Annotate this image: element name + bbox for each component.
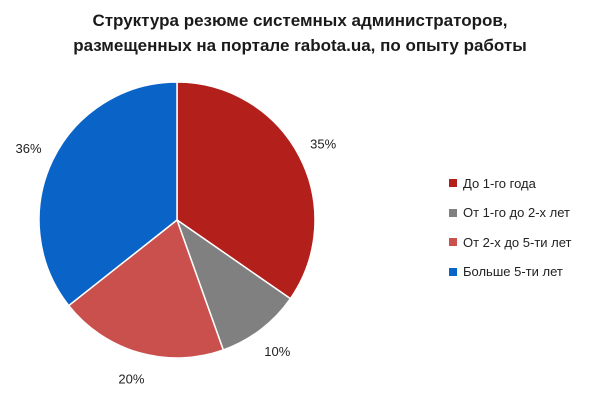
slice-label-3: 36% <box>15 141 41 156</box>
pie-slice-3 <box>38 81 178 307</box>
legend-swatch-2 <box>449 238 457 246</box>
legend-swatch-1 <box>449 208 457 217</box>
legend-label-2: От 2-х до 5-ти лет <box>463 234 572 250</box>
slice-label-1: 10% <box>264 344 290 359</box>
legend-item-2: От 2-х до 5-ти лет <box>449 234 572 250</box>
legend: До 1-го года От 1-го до 2-х лет От 2-х д… <box>449 176 572 294</box>
chart-title-line-1: Структура резюме системных администратор… <box>92 11 508 30</box>
legend-item-3: Больше 5-ти лет <box>449 264 572 279</box>
legend-swatch-0 <box>449 179 457 187</box>
pie-slice-2 <box>67 218 225 359</box>
legend-label-3: Больше 5-ти лет <box>463 264 563 279</box>
legend-item-0: До 1-го года <box>449 175 572 191</box>
pie-slice-0 <box>176 81 316 300</box>
chart-title: Структура резюме системных администратор… <box>0 8 600 58</box>
legend-swatch-3 <box>449 267 457 276</box>
legend-label-0: До 1-го года <box>463 175 536 191</box>
legend-label-1: От 1-го до 2-х лет <box>463 205 570 220</box>
pie-slice-1 <box>175 218 292 351</box>
slice-label-2: 20% <box>118 372 144 387</box>
chart-title-line-2: размещенных на портале rabota.ua, по опы… <box>73 36 527 55</box>
legend-item-1: От 1-го до 2-х лет <box>449 205 572 220</box>
slice-label-0: 35% <box>310 137 336 152</box>
